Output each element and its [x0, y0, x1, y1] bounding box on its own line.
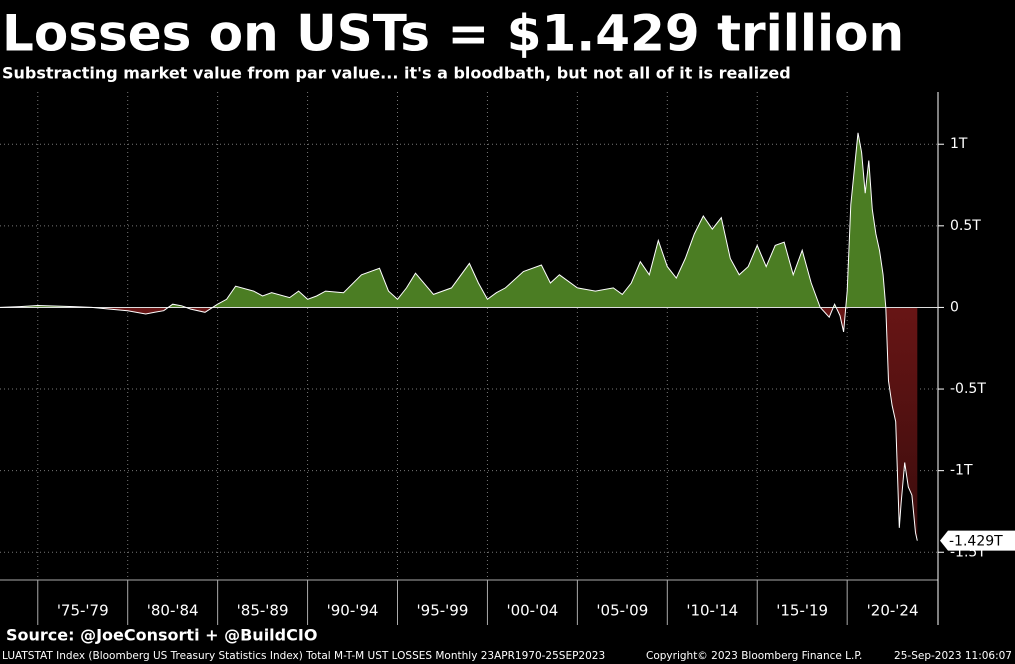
x-tick-label: '15-'19: [776, 602, 828, 620]
footer-description: LUATSTAT Index (Bloomberg US Treasury St…: [2, 650, 605, 662]
x-tick-label: '80-'84: [147, 602, 199, 620]
chart-title: Losses on USTs = $1.429 trillion: [2, 5, 904, 63]
line: [0, 132, 918, 541]
source: Source: @JoeConsorti + @BuildCIO: [6, 626, 317, 645]
x-tick-label: '85-'89: [237, 602, 289, 620]
y-tick-label: -0.5T: [950, 381, 986, 397]
x-tick-label: '00-'04: [506, 602, 558, 620]
x-tick-label: '10-'14: [686, 602, 738, 620]
footer-timestamp: 25-Sep-2023 11:06:07: [894, 650, 1012, 662]
last-value-label: -1.429T: [949, 534, 1003, 550]
x-tick-label: '95-'99: [417, 602, 469, 620]
last-value-box: [940, 530, 1015, 551]
area-positive: [0, 132, 918, 308]
y-tick-label: 1T: [950, 136, 968, 152]
y-tick-label: 0: [950, 299, 959, 315]
y-tick-label: -1T: [950, 463, 973, 479]
y-tick-label: 0.5T: [950, 218, 981, 234]
x-tick-label: '05-'09: [596, 602, 648, 620]
footer-copyright: Copyright© 2023 Bloomberg Finance L.P.: [646, 650, 862, 662]
x-tick-label: '20-'24: [867, 602, 919, 620]
chart-subtitle: Substracting market value from par value…: [2, 64, 791, 83]
x-tick-label: '75-'79: [57, 602, 109, 620]
x-tick-label: '90-'94: [327, 602, 379, 620]
